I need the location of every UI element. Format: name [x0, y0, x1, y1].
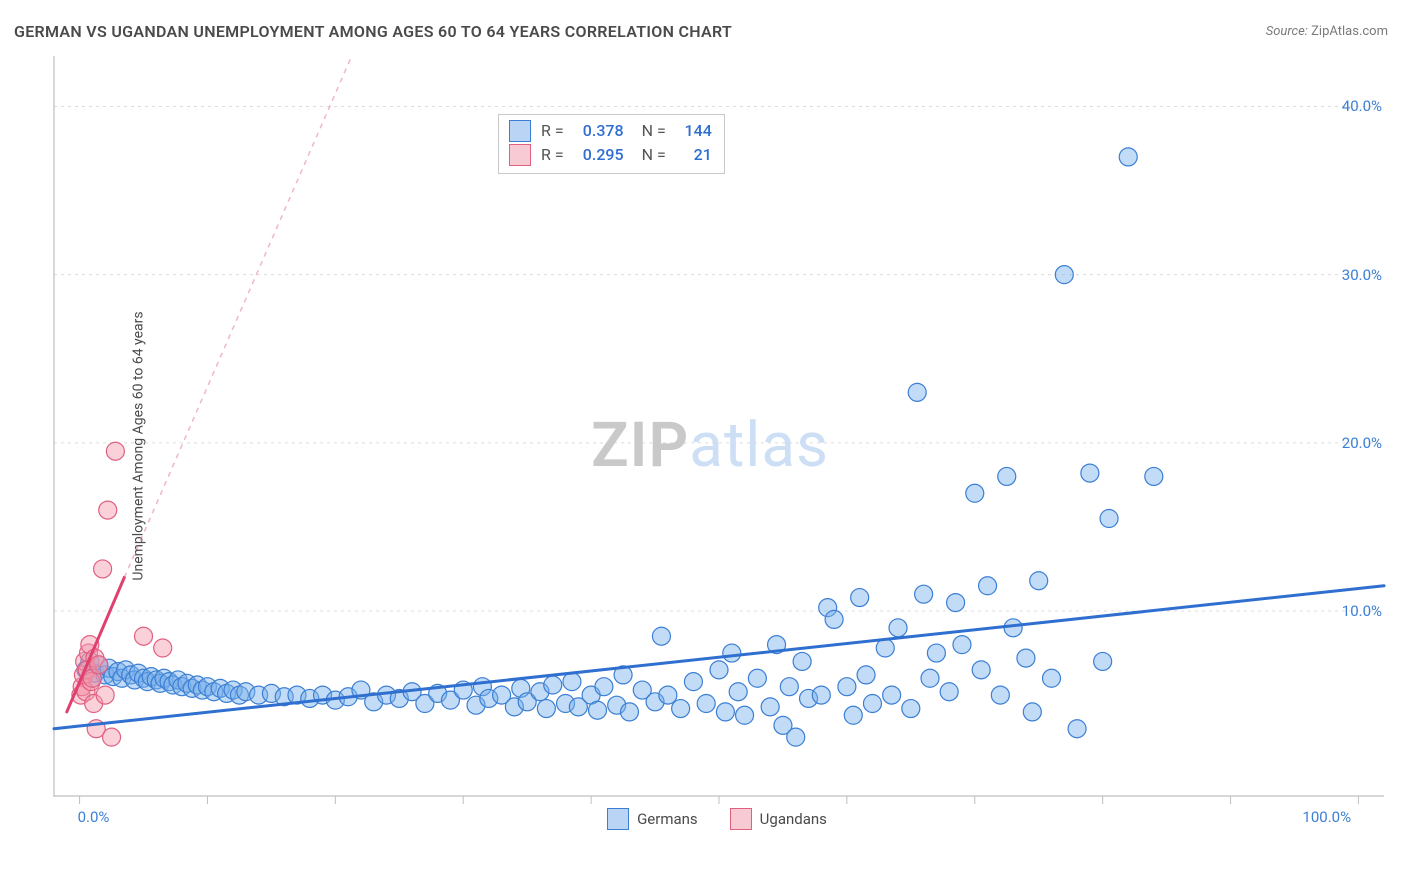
n-value: 21 — [676, 143, 712, 167]
n-value: 144 — [676, 119, 712, 143]
stats-row: R = 0.295 N = 21 — [509, 143, 712, 167]
plot-area: ZIPatlas R =0.378N =144R =0.295N =21 10.… — [46, 56, 1388, 836]
y-tick-label: 40.0% — [1342, 97, 1382, 115]
source-attribution: Source: ZipAtlas.com — [1266, 24, 1388, 39]
swatch-icon — [730, 808, 752, 830]
source-prefix: Source: — [1266, 24, 1311, 39]
chart-title: GERMAN VS UGANDAN UNEMPLOYMENT AMONG AGE… — [14, 22, 732, 41]
r-label: R = — [541, 119, 564, 143]
source-name: ZipAtlas.com — [1311, 24, 1388, 39]
swatch-icon — [509, 120, 531, 142]
n-label: N = — [642, 119, 666, 143]
r-label: R = — [541, 143, 564, 167]
r-value: 0.295 — [574, 143, 624, 167]
y-tick-label: 20.0% — [1342, 434, 1382, 452]
legend-item: Ugandans — [730, 808, 827, 830]
y-tick-label: 30.0% — [1342, 266, 1382, 284]
legend-item: Germans — [607, 808, 698, 830]
n-label: N = — [642, 143, 666, 167]
swatch-icon — [607, 808, 629, 830]
legend: Germans Ugandans — [46, 808, 1388, 830]
y-tick-label: 10.0% — [1342, 602, 1382, 620]
correlation-stats-box: R = 0.378 N = 144 R = 0.295 N = 21 — [498, 114, 725, 174]
legend-label: Ugandans — [760, 810, 827, 828]
swatch-icon — [509, 144, 531, 166]
stats-row: R = 0.378 N = 144 — [509, 119, 712, 143]
r-value: 0.378 — [574, 119, 624, 143]
legend-label: Germans — [637, 810, 698, 828]
